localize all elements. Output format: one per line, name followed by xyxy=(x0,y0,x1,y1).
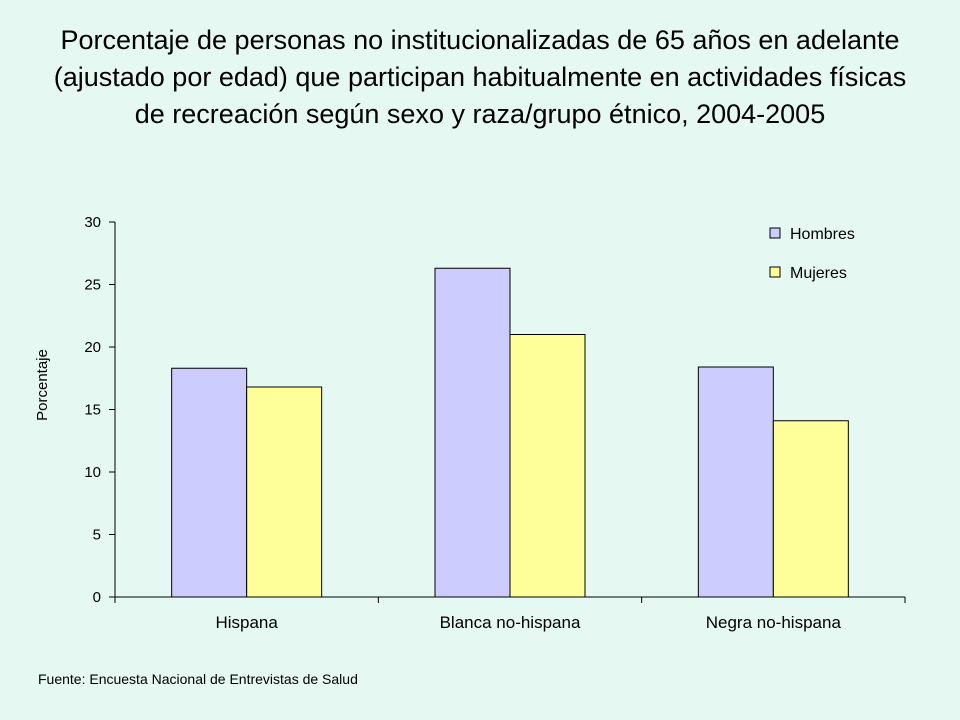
bar-mujeres-3 xyxy=(772,420,849,598)
x-tick-label: Hispana xyxy=(215,613,278,632)
bar-hombres-2 xyxy=(434,267,511,598)
y-tick-label: 5 xyxy=(93,527,101,544)
x-axis: Hispana Blanca no-hispana Negra no-hispana xyxy=(114,596,906,632)
y-axis-label: Porcentaje xyxy=(34,349,51,421)
legend-swatch-mujeres xyxy=(769,266,781,278)
legend: Hombres Mujeres xyxy=(769,226,855,282)
y-tick-label: 25 xyxy=(84,277,101,294)
source-note: Fuente: Encuesta Nacional de Entrevistas… xyxy=(38,671,358,687)
chart-title: Porcentaje de personas no institucionali… xyxy=(53,25,907,129)
x-tick-label: Negra no-hispana xyxy=(706,613,842,632)
bar-hombres-3 xyxy=(697,366,774,598)
y-tick-label: 30 xyxy=(84,214,101,231)
bar-mujeres-2 xyxy=(509,334,586,598)
bar-hombres-1 xyxy=(171,367,248,598)
y-tick-label: 20 xyxy=(84,339,101,356)
y-axis: 0 5 10 15 20 25 30 xyxy=(84,214,116,606)
x-tick-label: Blanca no-hispana xyxy=(440,613,581,632)
legend-label-mujeres: Mujeres xyxy=(790,265,847,282)
bars xyxy=(171,267,849,598)
legend-label-hombres: Hombres xyxy=(790,226,855,243)
legend-swatch-hombres xyxy=(769,227,781,239)
y-tick-label: 10 xyxy=(84,464,101,481)
y-tick-label: 15 xyxy=(84,402,101,419)
y-tick-label: 0 xyxy=(93,589,101,606)
bar-mujeres-1 xyxy=(246,386,323,598)
